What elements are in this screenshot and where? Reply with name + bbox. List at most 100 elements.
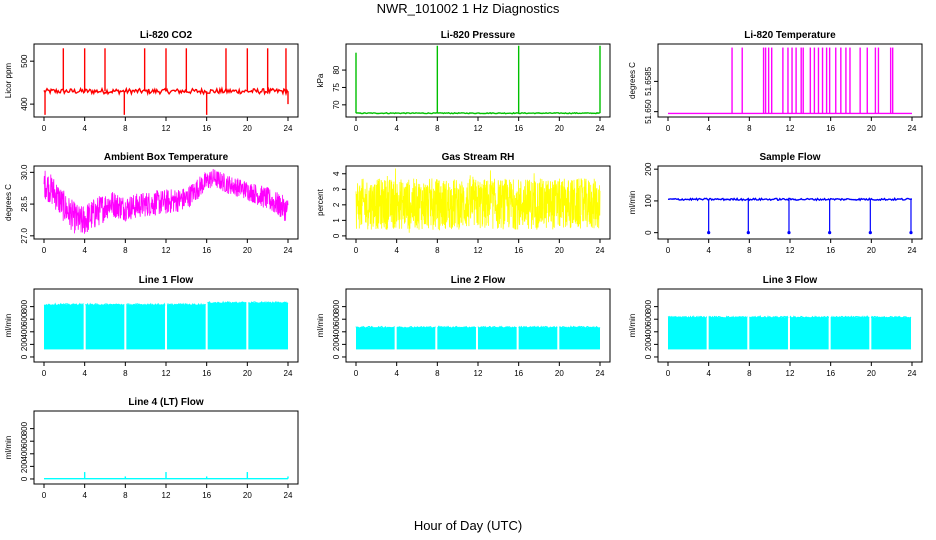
flow-band — [749, 317, 788, 350]
x-tick-label: 12 — [162, 491, 171, 500]
y-tick-label: 51.6585 — [644, 66, 653, 95]
x-tick-label: 24 — [908, 124, 917, 133]
panel-title: Ambient Box Temperature — [104, 152, 229, 163]
x-tick-label: 8 — [747, 124, 752, 133]
x-tick-label: 16 — [826, 369, 835, 378]
x-tick-label: 20 — [555, 369, 564, 378]
y-axis-label: ml/min — [628, 191, 637, 215]
y-tick-label: 51.650 — [644, 99, 653, 124]
band-edge — [870, 315, 912, 320]
x-tick-label: 20 — [867, 246, 876, 255]
x-tick-label: 4 — [394, 124, 399, 133]
y-tick-label: 400 — [644, 325, 653, 339]
x-tick-label: 20 — [243, 369, 252, 378]
panel-1: Li-820 CO2 0 4 8 12 16 20 24 400 500 Licor ppm — [4, 30, 299, 133]
x-tick-label: 12 — [162, 369, 171, 378]
x-tick-label: 4 — [394, 246, 399, 255]
x-tick-label: 4 — [82, 369, 87, 378]
x-tick-label: 12 — [162, 124, 171, 133]
x-tick-label: 24 — [908, 246, 917, 255]
flow-band — [167, 304, 206, 350]
band-edge — [85, 302, 125, 307]
x-tick-label: 8 — [123, 246, 128, 255]
x-tick-label: 0 — [42, 246, 47, 255]
x-tick-label: 20 — [867, 369, 876, 378]
y-tick-label: 1 — [332, 218, 341, 223]
x-tick-label: 20 — [555, 246, 564, 255]
band-edge — [830, 315, 870, 320]
x-tick-label: 24 — [284, 491, 293, 500]
flow-band — [85, 304, 125, 350]
x-tick-label: 20 — [867, 124, 876, 133]
x-tick-label: 24 — [284, 369, 293, 378]
x-tick-label: 4 — [82, 246, 87, 255]
x-tick-label: 12 — [474, 369, 483, 378]
panel-title: Line 2 Flow — [451, 275, 506, 286]
band-edge — [437, 325, 477, 330]
series-line — [355, 168, 601, 233]
x-tick-label: 8 — [435, 124, 440, 133]
x-tick-label: 4 — [706, 124, 711, 133]
y-axis-label: ml/min — [4, 314, 13, 338]
panel-title: Li-820 CO2 — [140, 30, 193, 41]
x-tick-label: 16 — [826, 246, 835, 255]
panel-10: Line 4 (LT) Flow 0 4 8 12 16 20 24 0 200400600800… — [4, 397, 299, 500]
y-tick-label: 75 — [332, 82, 341, 91]
y-tick-label: 0 — [644, 354, 653, 359]
x-tick-label: 8 — [435, 246, 440, 255]
x-tick-label: 12 — [474, 124, 483, 133]
flow-band — [559, 327, 600, 350]
band-edge — [667, 315, 708, 320]
dip-point — [868, 231, 872, 235]
series-line — [667, 197, 912, 202]
band-edge — [43, 302, 84, 307]
panel-title: Line 1 Flow — [139, 275, 194, 286]
y-tick-label: 400 — [20, 447, 29, 461]
band-edge — [749, 315, 789, 320]
figure-x-axis-label: Hour of Day (UTC) — [413, 518, 523, 533]
series-6 — [667, 197, 913, 235]
band-edge — [167, 302, 206, 307]
x-tick-label: 12 — [162, 246, 171, 255]
plot-frame — [657, 43, 923, 118]
y-tick-label: 4 — [332, 171, 341, 176]
plot-frame — [657, 165, 923, 240]
series-5 — [355, 168, 601, 233]
y-axis-label: percent — [316, 188, 325, 215]
x-tick-label: 0 — [666, 246, 671, 255]
flow-band — [248, 302, 288, 350]
series-10 — [44, 472, 289, 480]
band-edge — [126, 302, 166, 307]
flow-band — [830, 317, 870, 350]
series-3 — [668, 47, 912, 115]
y-tick-label: 100 — [644, 194, 653, 208]
dip-point — [707, 231, 711, 235]
x-tick-label: 24 — [596, 124, 605, 133]
band-edge — [396, 325, 436, 330]
y-tick-label: 800 — [20, 299, 29, 313]
x-tick-label: 24 — [908, 369, 917, 378]
y-tick-label: 400 — [20, 97, 29, 111]
x-tick-label: 24 — [596, 246, 605, 255]
series-8 — [355, 325, 601, 350]
band-edge — [789, 315, 830, 320]
y-tick-label: 0 — [644, 230, 653, 235]
figure-title: NWR_101002 1 Hz Diagnostics — [376, 1, 560, 16]
y-axis-label: ml/min — [4, 436, 13, 460]
x-tick-label: 0 — [354, 246, 359, 255]
panel-6: Sample Flow 0 4 8 12 16 20 24 0 100 200 ml/min — [628, 152, 923, 255]
band-edge — [207, 300, 247, 305]
x-tick-label: 16 — [202, 491, 211, 500]
y-tick-label: 0 — [332, 354, 341, 359]
y-axis-label: degrees C — [4, 184, 13, 221]
dip-point — [828, 231, 832, 235]
band-edge — [477, 325, 517, 330]
x-tick-label: 20 — [243, 491, 252, 500]
series-line — [43, 168, 289, 234]
y-tick-label: 28.5 — [20, 196, 29, 212]
x-tick-label: 16 — [202, 124, 211, 133]
plot-frame — [345, 43, 611, 118]
y-axis-label: kPa — [316, 73, 325, 87]
